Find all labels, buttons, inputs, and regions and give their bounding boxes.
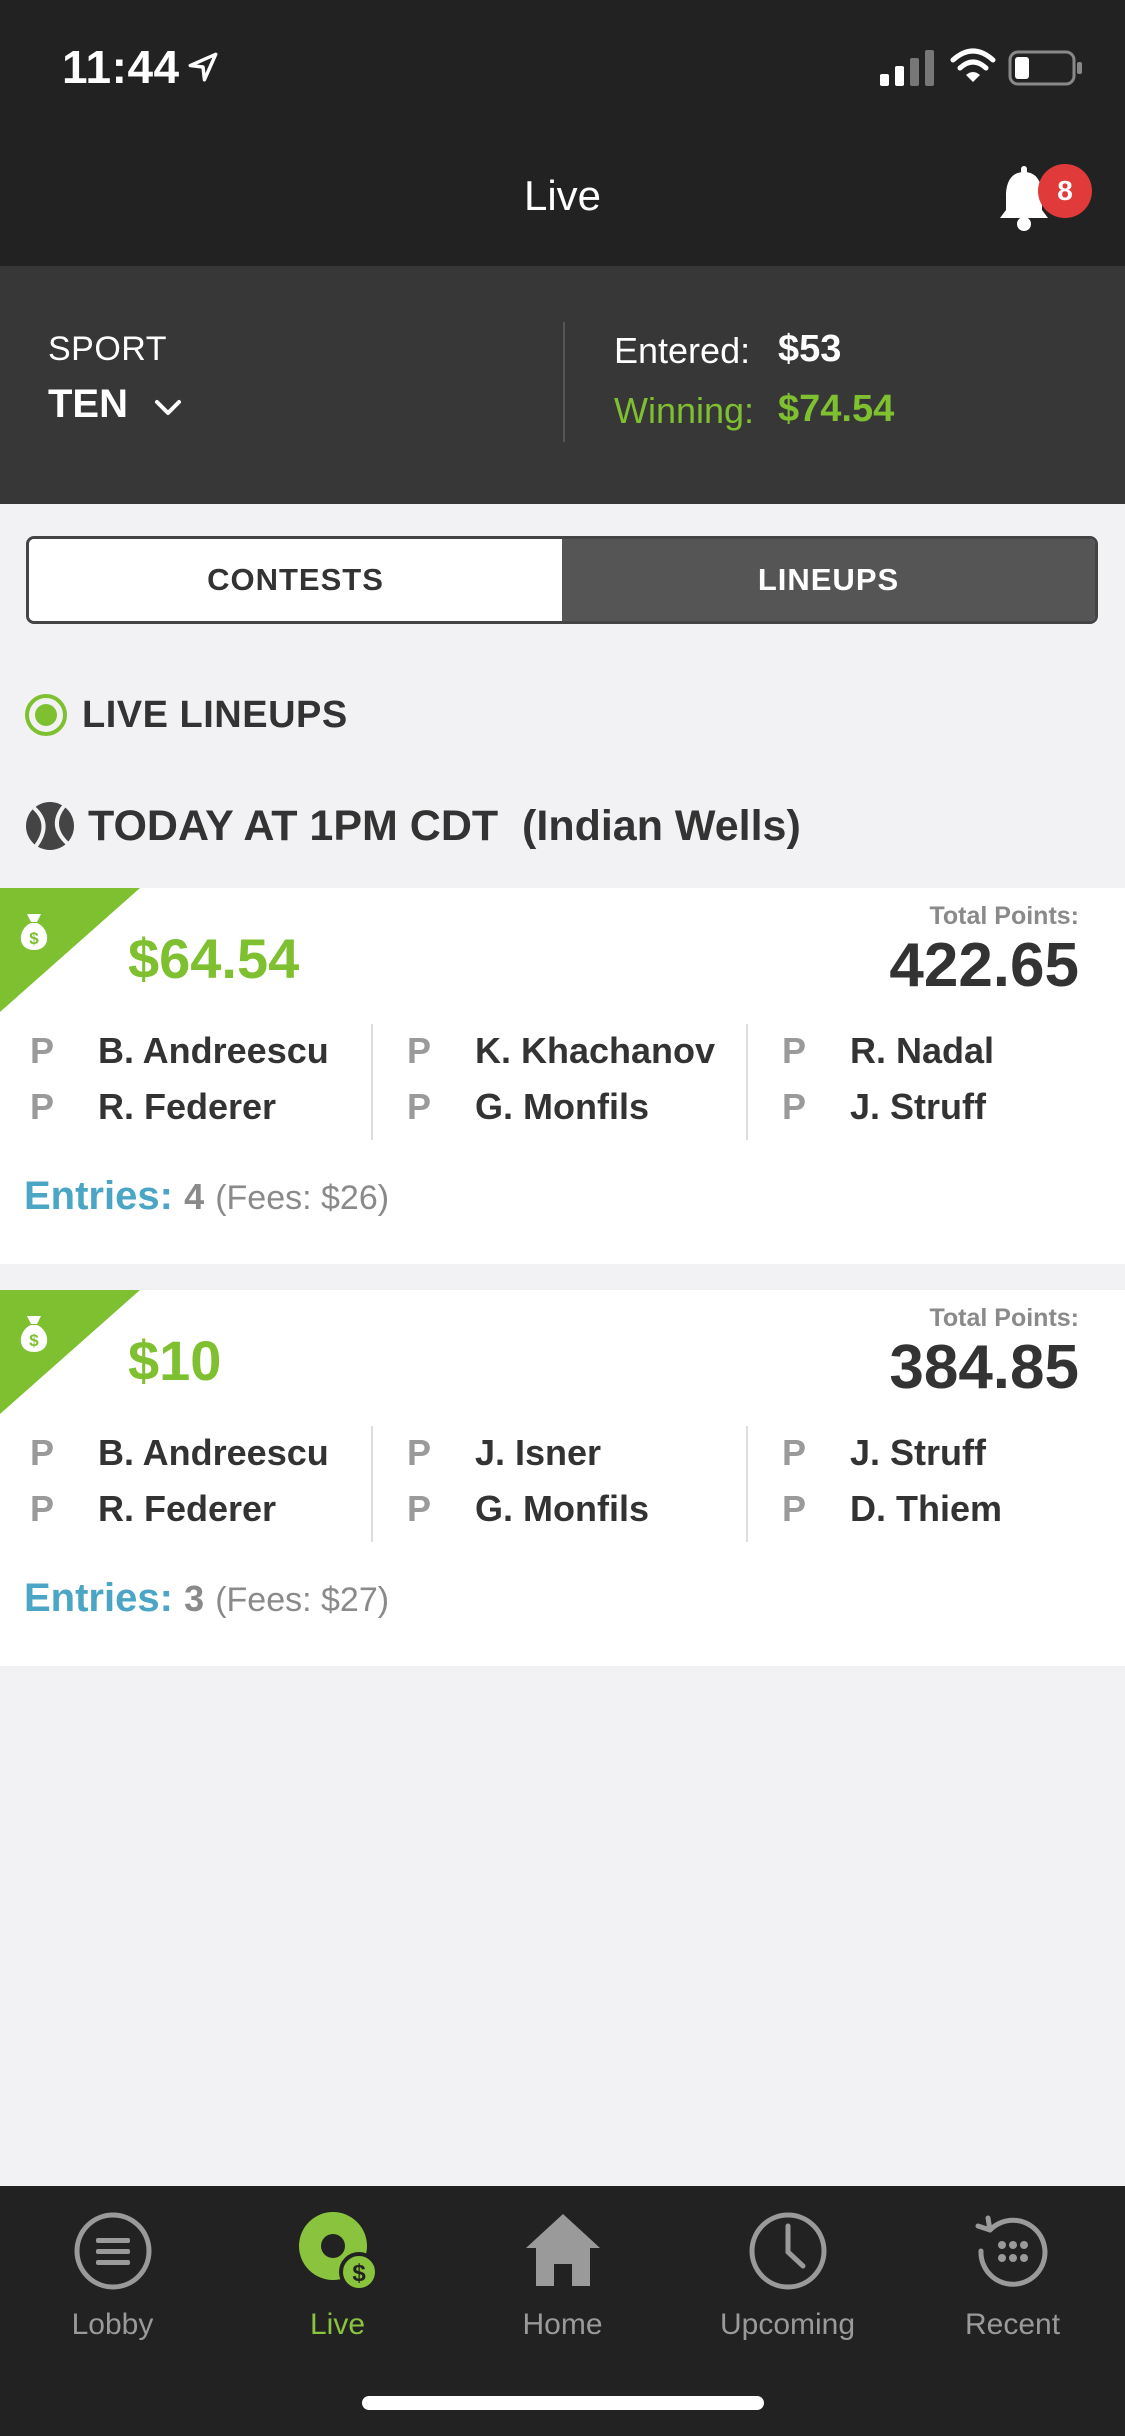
player-name: G. Monfils [475, 1086, 649, 1127]
entries-count: 4 [184, 1176, 205, 1217]
player-name: D. Thiem [850, 1488, 1003, 1529]
tab-upcoming[interactable]: Upcoming [675, 2210, 900, 2360]
sport-label: SPORT [48, 330, 168, 368]
lineup-winnings: $10 [128, 1329, 222, 1392]
player-position: P [407, 1432, 432, 1473]
total-points-label: Total Points: [929, 1304, 1079, 1332]
home-indicator[interactable] [362, 2396, 764, 2410]
chevron-down-icon[interactable] [152, 392, 184, 424]
player-name: K. Khachanov [475, 1030, 716, 1071]
total-points-value: 384.85 [889, 1333, 1079, 1402]
player-position: P [782, 1432, 807, 1473]
player-position: P [30, 1488, 55, 1529]
player-position: P [30, 1030, 55, 1071]
lineup-winnings: $64.54 [128, 927, 300, 990]
tab-home[interactable]: Home [450, 2210, 675, 2360]
top-bar: 11:44 Live 8 [0, 0, 1125, 266]
live-indicator-icon [25, 694, 67, 736]
lineup-card[interactable]: $ $64.54 Total Points: 422.65 P B. Andree… [0, 888, 1125, 1264]
clock-icon [749, 2212, 827, 2290]
notification-badge[interactable]: 8 [1038, 164, 1092, 218]
contests-lineups-toggle: CONTESTS LINEUPS [26, 536, 1098, 624]
lineup-card[interactable]: $ $10 Total Points: 384.85 P B. Andreescu… [0, 1290, 1125, 1666]
player-name: R. Federer [98, 1488, 277, 1529]
winning-corner-flag [0, 1290, 140, 1414]
entries-fees: (Fees: $26) [215, 1179, 390, 1217]
tab-label: Lobby [71, 2308, 154, 2341]
player-name: B. Andreescu [98, 1432, 329, 1473]
winning-corner-flag [0, 888, 140, 1012]
page-title: Live [523, 172, 602, 219]
wifi-icon [950, 48, 996, 82]
tab-contests[interactable]: CONTESTS [29, 539, 562, 621]
live-icon: $ [299, 2212, 379, 2292]
battery-icon [1008, 50, 1082, 86]
home-icon [526, 2214, 600, 2286]
bell-icon[interactable] [992, 166, 1056, 234]
tab-lobby[interactable]: Lobby [0, 2210, 225, 2360]
winning-value: $74.54 [778, 388, 895, 430]
tab-label: Upcoming [719, 2308, 856, 2341]
tab-recent[interactable]: Recent [900, 2210, 1125, 2360]
svg-text:$: $ [352, 2260, 366, 2287]
cellular-signal-icon [880, 50, 934, 86]
player-column: P J. Isner P G. Monfils [371, 1426, 746, 1542]
tab-lineups[interactable]: LINEUPS [562, 539, 1095, 621]
player-name: J. Isner [475, 1432, 602, 1473]
entries-summary: Entries: 4 (Fees: $26) [24, 1174, 389, 1219]
sport-selector[interactable]: TEN [48, 382, 128, 426]
player-position: P [30, 1432, 55, 1473]
player-column: P B. Andreescu P R. Federer [0, 1024, 375, 1140]
player-position: P [30, 1086, 55, 1127]
player-column: P R. Nadal P J. Struff [746, 1024, 1121, 1140]
tab-label: Home [522, 2308, 603, 2341]
entered-label: Entered: [614, 330, 751, 371]
player-name: J. Struff [850, 1086, 987, 1127]
live-lineups-header: LIVE LINEUPS [24, 690, 348, 740]
player-name: R. Federer [98, 1086, 277, 1127]
section-title: LIVE LINEUPS [82, 693, 348, 736]
total-points-value: 422.65 [889, 931, 1079, 1000]
player-name: B. Andreescu [98, 1030, 329, 1071]
player-position: P [407, 1488, 432, 1529]
tennis-ball-icon [26, 802, 74, 850]
player-column: P J. Struff P D. Thiem [746, 1426, 1121, 1542]
player-column: P K. Khachanov P G. Monfils [371, 1024, 746, 1140]
player-position: P [407, 1030, 432, 1071]
entries-label: Entries: [24, 1174, 173, 1218]
location-arrow-icon [188, 52, 218, 82]
money-bag-icon: $ [20, 914, 48, 950]
status-time: 11:44 [62, 41, 180, 93]
player-position: P [407, 1086, 432, 1127]
tab-label: Recent [964, 2308, 1061, 2341]
entries-label: Entries: [24, 1576, 173, 1620]
total-points-label: Total Points: [929, 902, 1079, 930]
player-column: P B. Andreescu P R. Federer [0, 1426, 375, 1542]
entries-fees: (Fees: $27) [215, 1581, 390, 1619]
sport-summary: SPORT TEN Entered: $53 Winning: $74.54 [0, 266, 1125, 504]
tab-label: Live [309, 2308, 366, 2341]
recent-icon [975, 2215, 1048, 2287]
player-position: P [782, 1030, 807, 1071]
event-title: TODAY AT 1PM CDT (Indian Wells) [88, 801, 801, 850]
entries-summary: Entries: 3 (Fees: $27) [24, 1576, 389, 1621]
money-bag-icon: $ [20, 1316, 48, 1352]
svg-text:$: $ [29, 929, 39, 948]
bottom-tab-bar: Lobby $ Live Home Upcoming [0, 2186, 1125, 2436]
entered-value: $53 [778, 328, 842, 370]
event-header: TODAY AT 1PM CDT (Indian Wells) [24, 798, 801, 854]
summary-divider [563, 322, 565, 442]
player-name: R. Nadal [850, 1030, 995, 1071]
player-position: P [782, 1086, 807, 1127]
player-name: J. Struff [850, 1432, 987, 1473]
player-position: P [782, 1488, 807, 1529]
svg-text:$: $ [29, 1331, 39, 1350]
winning-label: Winning: [614, 390, 755, 431]
lobby-icon [74, 2212, 152, 2290]
tab-live[interactable]: $ Live [225, 2210, 450, 2360]
player-name: G. Monfils [475, 1488, 649, 1529]
entries-count: 3 [184, 1578, 205, 1619]
